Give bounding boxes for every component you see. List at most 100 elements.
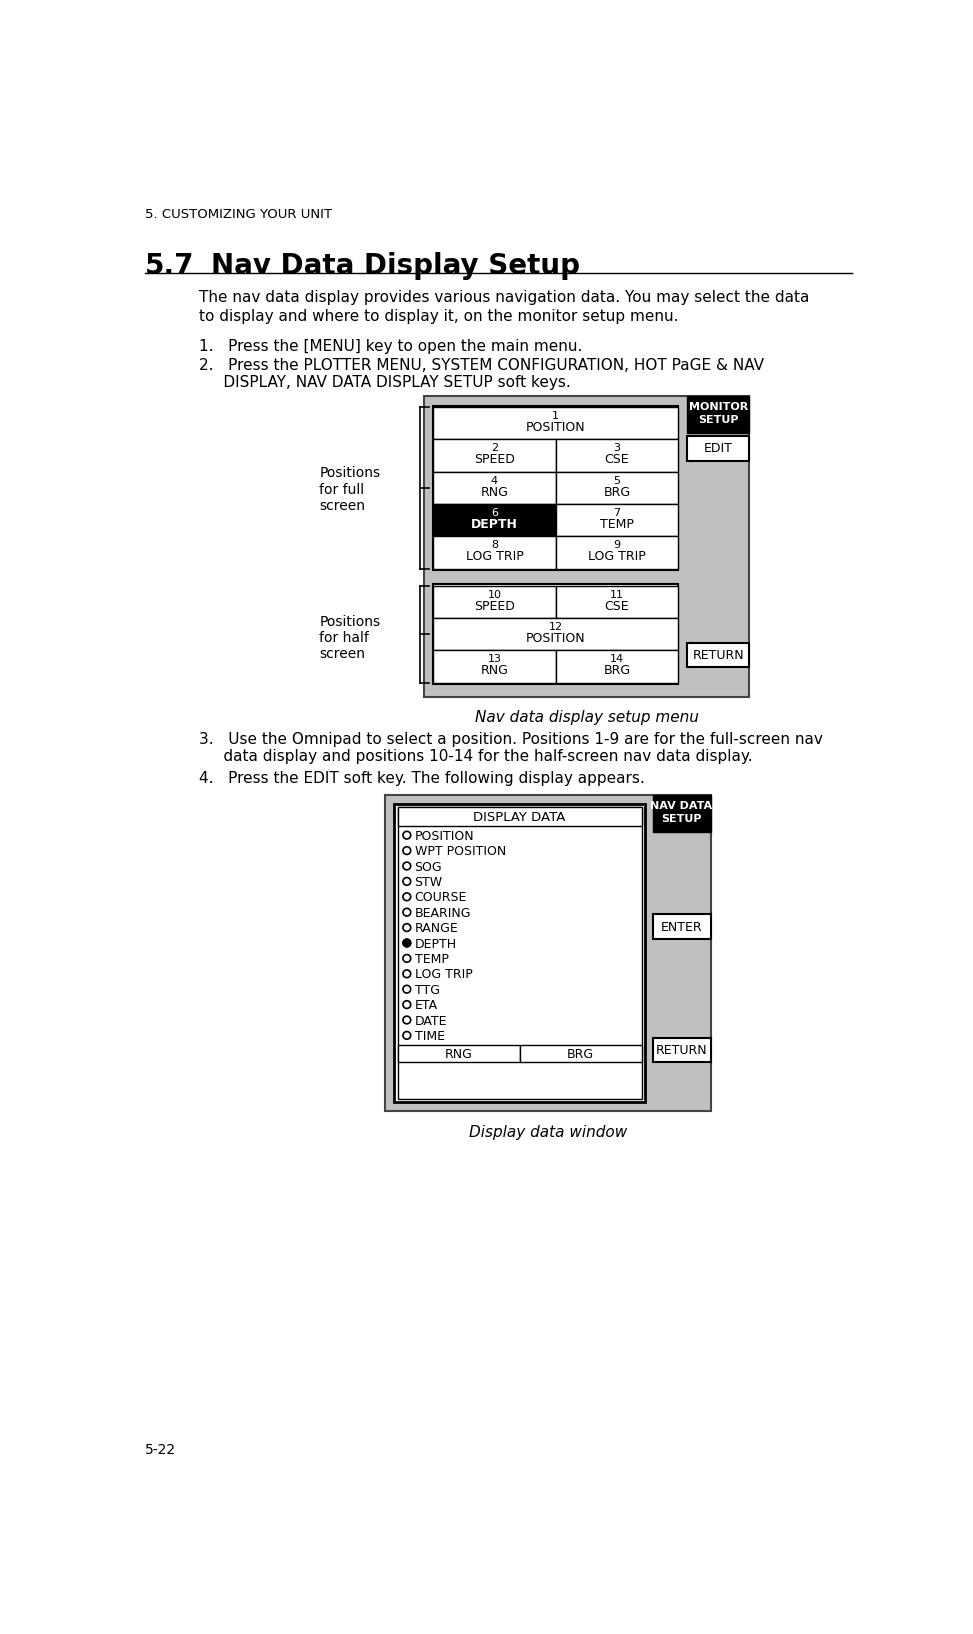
Text: BRG: BRG <box>567 1049 595 1062</box>
Bar <box>653 796 710 832</box>
Text: POSITION: POSITION <box>414 830 474 843</box>
Text: SPEED: SPEED <box>474 600 515 613</box>
Text: BRG: BRG <box>603 485 631 498</box>
Text: DISPLAY DATA: DISPLAY DATA <box>474 812 565 824</box>
Bar <box>433 536 556 569</box>
Bar <box>433 585 556 618</box>
Bar <box>385 796 710 1111</box>
Bar <box>394 804 645 1101</box>
Bar <box>433 585 678 685</box>
Bar <box>398 1044 520 1062</box>
Circle shape <box>403 1016 411 1025</box>
Text: Display data window: Display data window <box>469 1124 627 1139</box>
Text: LOG TRIP: LOG TRIP <box>414 969 472 982</box>
Bar <box>556 503 678 536</box>
Bar <box>398 807 641 1098</box>
Text: ETA: ETA <box>414 998 438 1011</box>
Circle shape <box>403 954 411 962</box>
Text: 3.   Use the Omnipad to select a position. Positions 1-9 are for the full-screen: 3. Use the Omnipad to select a position.… <box>199 732 823 747</box>
Text: 11: 11 <box>610 590 624 600</box>
Text: TTG: TTG <box>414 984 440 997</box>
Text: 2.   Press the PLOTTER MENU, SYSTEM CONFIGURATION, HOT PaGE & NAV: 2. Press the PLOTTER MENU, SYSTEM CONFIG… <box>199 358 764 373</box>
Text: Nav Data Display Setup: Nav Data Display Setup <box>211 252 580 279</box>
Circle shape <box>403 1031 411 1039</box>
Text: SOG: SOG <box>414 861 442 874</box>
Bar <box>556 650 678 683</box>
Bar <box>687 642 749 667</box>
Text: TEMP: TEMP <box>414 953 449 966</box>
Text: 5.7: 5.7 <box>145 252 195 279</box>
Text: 1: 1 <box>552 410 559 422</box>
Text: 4: 4 <box>490 475 498 485</box>
Text: 13: 13 <box>487 654 501 665</box>
Text: MONITOR: MONITOR <box>689 402 748 412</box>
Text: 3: 3 <box>613 443 621 453</box>
Text: 8: 8 <box>490 541 498 551</box>
Circle shape <box>403 832 411 838</box>
Text: BRG: BRG <box>603 665 631 676</box>
Circle shape <box>403 877 411 886</box>
Circle shape <box>403 846 411 855</box>
Circle shape <box>403 1000 411 1008</box>
Text: 10: 10 <box>487 590 501 600</box>
Text: LOG TRIP: LOG TRIP <box>588 551 646 564</box>
Text: 1.   Press the [MENU] key to open the main menu.: 1. Press the [MENU] key to open the main… <box>199 338 583 353</box>
Text: WPT POSITION: WPT POSITION <box>414 845 506 858</box>
Text: DEPTH: DEPTH <box>414 938 456 951</box>
Text: NAV DATA: NAV DATA <box>651 801 712 812</box>
Text: 12: 12 <box>549 623 562 632</box>
Text: RNG: RNG <box>481 665 508 676</box>
Bar <box>556 440 678 472</box>
Text: TIME: TIME <box>414 1029 445 1042</box>
Text: POSITION: POSITION <box>525 632 586 645</box>
Text: SETUP: SETUP <box>698 415 739 425</box>
Text: 14: 14 <box>610 654 624 665</box>
Text: TEMP: TEMP <box>600 518 633 531</box>
Bar <box>424 397 749 696</box>
Circle shape <box>403 892 411 900</box>
Bar <box>653 915 710 940</box>
Circle shape <box>403 971 411 977</box>
Bar <box>433 407 678 440</box>
Bar <box>433 503 556 536</box>
Bar <box>556 472 678 503</box>
Text: BEARING: BEARING <box>414 907 471 920</box>
Text: DEPTH: DEPTH <box>471 518 518 531</box>
Circle shape <box>403 940 411 946</box>
Bar <box>433 618 678 650</box>
Text: to display and where to display it, on the monitor setup menu.: to display and where to display it, on t… <box>199 309 678 324</box>
Text: Positions
for half
screen: Positions for half screen <box>319 614 380 662</box>
Text: DISPLAY, NAV DATA DISPLAY SETUP soft keys.: DISPLAY, NAV DATA DISPLAY SETUP soft key… <box>199 374 571 391</box>
Text: 2: 2 <box>490 443 498 453</box>
Text: CSE: CSE <box>604 453 630 466</box>
Text: The nav data display provides various navigation data. You may select the data: The nav data display provides various na… <box>199 289 810 306</box>
Circle shape <box>403 923 411 931</box>
Text: Positions
for full
screen: Positions for full screen <box>319 466 380 513</box>
Text: STW: STW <box>414 876 443 889</box>
Text: 5. CUSTOMIZING YOUR UNIT: 5. CUSTOMIZING YOUR UNIT <box>145 208 332 221</box>
Text: COURSE: COURSE <box>414 892 467 904</box>
Bar <box>520 1044 641 1062</box>
Bar <box>433 440 556 472</box>
Circle shape <box>403 985 411 993</box>
Text: 4.   Press the EDIT soft key. The following display appears.: 4. Press the EDIT soft key. The followin… <box>199 771 645 786</box>
Text: RNG: RNG <box>445 1049 473 1062</box>
Text: RANGE: RANGE <box>414 922 458 935</box>
Text: LOG TRIP: LOG TRIP <box>465 551 523 564</box>
Text: data display and positions 10-14 for the half-screen nav data display.: data display and positions 10-14 for the… <box>199 748 753 765</box>
Text: RNG: RNG <box>481 485 508 498</box>
Bar <box>556 536 678 569</box>
Bar <box>433 405 678 570</box>
Text: Nav data display setup menu: Nav data display setup menu <box>475 711 699 725</box>
Bar <box>687 436 749 461</box>
Bar <box>653 1038 710 1062</box>
Text: SETUP: SETUP <box>662 814 702 824</box>
Text: EDIT: EDIT <box>703 443 733 456</box>
Bar <box>687 397 749 433</box>
Text: 6: 6 <box>491 508 498 518</box>
Text: RETURN: RETURN <box>693 649 744 662</box>
Circle shape <box>403 909 411 917</box>
Bar <box>433 650 556 683</box>
Text: POSITION: POSITION <box>525 422 586 435</box>
Text: 9: 9 <box>613 541 621 551</box>
